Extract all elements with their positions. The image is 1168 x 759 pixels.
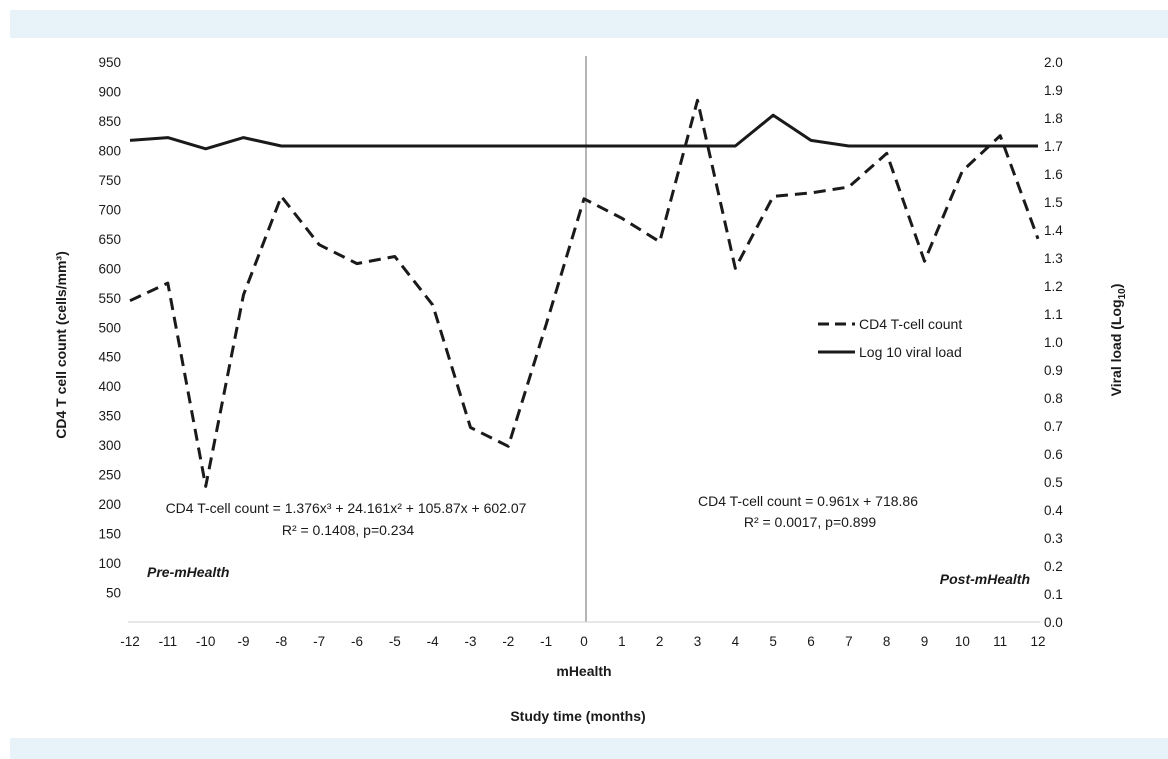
x-tick-label: 9 — [921, 634, 929, 649]
x-tick-label: -10 — [196, 634, 216, 649]
left-tick-label: 450 — [98, 350, 121, 365]
right-tick-label: 1.7 — [1044, 139, 1063, 154]
right-tick-label: 0.7 — [1044, 419, 1063, 434]
left-tick-label: 50 — [106, 586, 121, 601]
x-tick-label: -9 — [237, 634, 249, 649]
footer-band — [10, 738, 1168, 759]
right-tick-label: 1.8 — [1044, 111, 1063, 126]
right-tick-label: 1.6 — [1044, 167, 1063, 182]
legend-label-viral-load: Log 10 viral load — [859, 344, 962, 360]
x-tick-label: -4 — [427, 634, 439, 649]
x-tick-label: -2 — [502, 634, 514, 649]
pre-stats: R² = 0.1408, p=0.234 — [282, 522, 415, 538]
legend-label-cd4: CD4 T-cell count — [859, 316, 962, 332]
left-tick-label: 850 — [98, 114, 121, 129]
left-tick-label: 250 — [98, 468, 121, 483]
left-tick-label: 350 — [98, 409, 121, 424]
right-axis-title-close: ) — [1108, 284, 1124, 289]
right-tick-label: 0.4 — [1044, 503, 1063, 518]
right-tick-label: 1.1 — [1044, 307, 1063, 322]
x-axis-ticks: -12 -11 -10 -9 -8 -7 -6 -5 -4 -3 -2 -1 0 1 2 3 4 5 6 7 8 9 10 1… — [120, 634, 1045, 649]
left-axis-ticks: 50 100 150 200 250 300 350 400 450 500 550 600 650 70… — [98, 55, 121, 601]
right-tick-label: 1.0 — [1044, 335, 1063, 350]
right-axis-ticks: 0.0 0.1 0.2 0.3 0.4 0.5 0.6 0.7 0.8 0.9 1.0 1.1 1.2 1… — [1044, 55, 1063, 630]
x-tick-label: 2 — [656, 634, 664, 649]
x-tick-label: -11 — [159, 634, 178, 649]
right-tick-label: 0.1 — [1044, 587, 1063, 602]
right-tick-label: 0.3 — [1044, 531, 1063, 546]
x-axis-sublabel: mHealth — [556, 663, 611, 679]
right-tick-label: 0.9 — [1044, 363, 1063, 378]
right-tick-label: 0.6 — [1044, 447, 1063, 462]
right-tick-label: 1.4 — [1044, 223, 1063, 238]
cd4-count-line — [129, 98, 1040, 488]
right-tick-label: 0.8 — [1044, 391, 1063, 406]
header-band — [10, 10, 1168, 38]
right-tick-label: 1.9 — [1044, 83, 1063, 98]
post-stats: R² = 0.0017, p=0.899 — [744, 514, 877, 530]
left-tick-label: 500 — [98, 320, 121, 335]
left-tick-label: 950 — [98, 55, 121, 70]
right-tick-label: 0.2 — [1044, 559, 1063, 574]
x-axis-title: Study time (months) — [510, 708, 645, 724]
x-tick-label: 11 — [993, 634, 1007, 649]
post-equation: CD4 T-cell count = 0.961x + 718.86 — [698, 493, 918, 509]
viral-load-line — [129, 113, 1038, 151]
left-tick-label: 550 — [98, 291, 121, 306]
x-tick-label: -3 — [464, 634, 476, 649]
x-tick-label: 12 — [1030, 634, 1045, 649]
x-tick-label: 1 — [618, 634, 626, 649]
right-axis-title-main: Viral load (Log — [1108, 299, 1124, 396]
pre-equation: CD4 T-cell count = 1.376x³ + 24.161x² + … — [166, 500, 527, 516]
right-axis-title: Viral load (Log10) — [1108, 284, 1128, 397]
right-tick-label: 2.0 — [1044, 55, 1063, 70]
x-tick-label: 4 — [732, 634, 740, 649]
left-tick-label: 100 — [98, 556, 121, 571]
right-tick-label: 0.5 — [1044, 475, 1063, 490]
x-tick-label: -7 — [313, 634, 325, 649]
x-tick-label: -6 — [351, 634, 363, 649]
right-tick-label: 0.0 — [1044, 615, 1063, 630]
left-tick-label: 700 — [98, 202, 121, 217]
left-tick-label: 800 — [98, 143, 121, 158]
right-axis-title-sub: 10 — [1117, 288, 1128, 300]
pre-mhealth-label: Pre-mHealth — [147, 564, 229, 580]
x-tick-label: 0 — [580, 634, 588, 649]
right-tick-label: 1.5 — [1044, 195, 1063, 210]
right-tick-label: 1.2 — [1044, 279, 1063, 294]
x-tick-label: 8 — [883, 634, 891, 649]
left-axis-title: CD4 T cell count (cells/mm³) — [53, 251, 69, 438]
x-tick-label: -12 — [120, 634, 140, 649]
post-mhealth-label: Post-mHealth — [940, 571, 1030, 587]
x-tick-label: 7 — [845, 634, 853, 649]
x-tick-label: 10 — [955, 634, 970, 649]
left-tick-label: 900 — [98, 84, 121, 99]
left-tick-label: 600 — [98, 261, 121, 276]
series-layer — [129, 98, 1040, 488]
left-tick-label: 300 — [98, 438, 121, 453]
left-tick-label: 750 — [98, 173, 121, 188]
left-tick-label: 150 — [98, 527, 121, 542]
legend: CD4 T-cell count Log 10 viral load — [818, 316, 962, 360]
x-tick-label: 6 — [807, 634, 815, 649]
x-tick-label: 5 — [769, 634, 777, 649]
x-tick-label: -5 — [389, 634, 401, 649]
right-tick-label: 1.3 — [1044, 251, 1063, 266]
left-tick-label: 650 — [98, 232, 121, 247]
left-tick-label: 200 — [98, 497, 121, 512]
x-tick-label: -8 — [275, 634, 287, 649]
x-tick-label: 3 — [694, 634, 702, 649]
left-tick-label: 400 — [98, 379, 121, 394]
x-tick-label: -1 — [540, 634, 552, 649]
